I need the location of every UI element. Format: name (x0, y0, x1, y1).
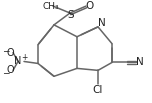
Text: S: S (68, 10, 74, 20)
Text: O: O (6, 65, 14, 75)
Text: +: + (21, 53, 27, 62)
Text: −: − (2, 68, 10, 77)
Text: CH₃: CH₃ (43, 2, 59, 11)
Text: Cl: Cl (93, 85, 103, 95)
Text: −: − (2, 46, 10, 55)
Text: N: N (14, 56, 22, 66)
Text: O: O (6, 48, 14, 58)
Text: N: N (136, 57, 144, 67)
Text: O: O (85, 1, 93, 11)
Text: N: N (98, 18, 106, 28)
